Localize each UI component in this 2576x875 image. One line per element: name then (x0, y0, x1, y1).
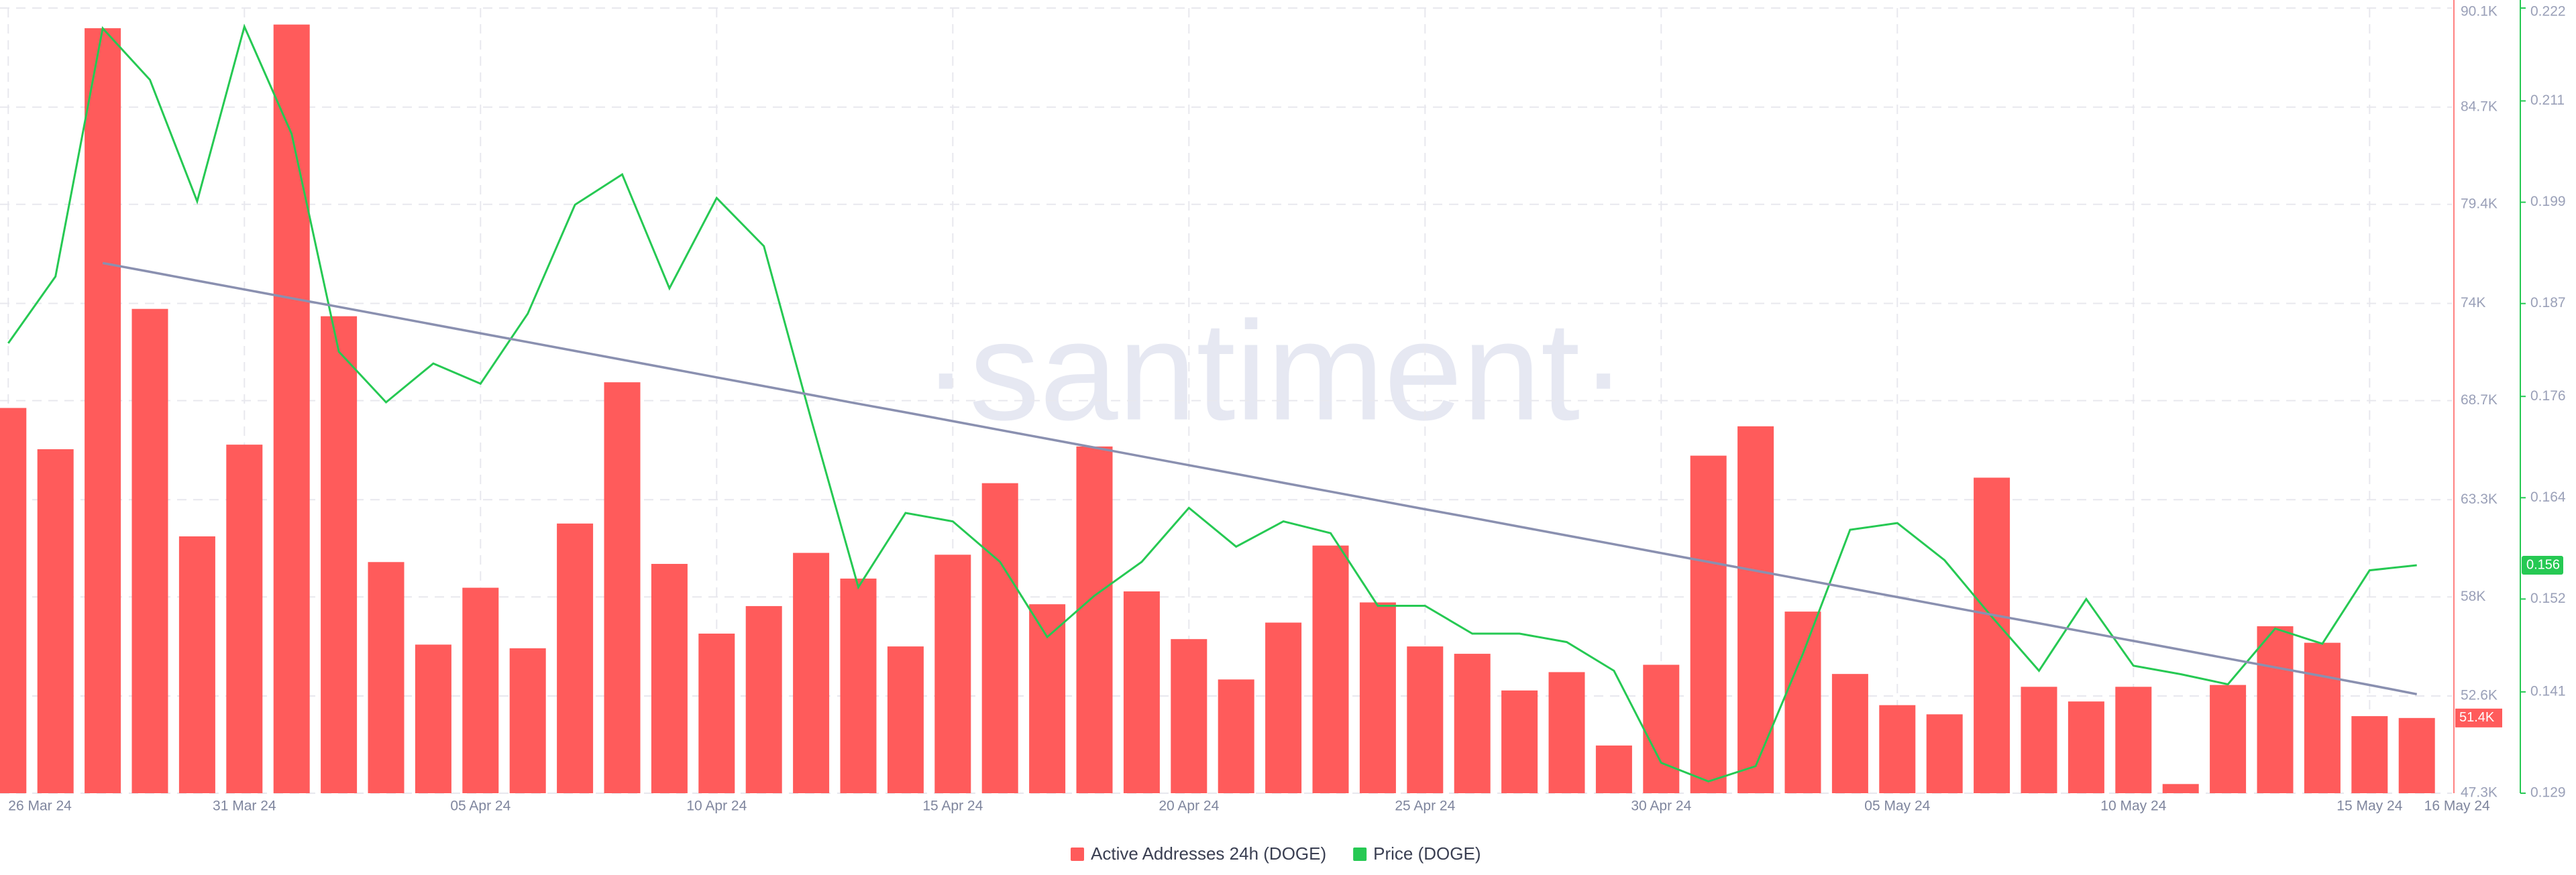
bar (1974, 477, 2010, 793)
value-label: 51.4K (2459, 710, 2495, 725)
bar (1643, 664, 1680, 793)
bar (2351, 716, 2388, 793)
x-tick-label: 05 May 24 (1864, 799, 1930, 814)
bar (651, 564, 688, 793)
bar (321, 316, 358, 793)
x-tick-label: 30 Apr 24 (1631, 799, 1691, 814)
bar (37, 449, 74, 793)
value-label: 0.156 (2526, 557, 2560, 572)
y-tick-label: 52.6K (2461, 688, 2498, 703)
x-tick-label: 20 Apr 24 (1159, 799, 1219, 814)
bar (226, 445, 263, 793)
value-badge (2455, 708, 2502, 727)
x-tick-label: 05 Apr 24 (450, 799, 511, 814)
trend-line (102, 261, 2418, 696)
bar (1359, 602, 1396, 793)
bar (1312, 545, 1349, 793)
bar (1454, 654, 1491, 793)
y-tick-label: 63.3K (2461, 491, 2498, 507)
x-tick-label: 10 Apr 24 (686, 799, 747, 814)
grid (0, 7, 2452, 794)
y-tick-label: 79.4K (2461, 196, 2498, 211)
bar (934, 555, 971, 793)
bar (745, 605, 782, 793)
bar (1501, 690, 1538, 793)
bar (0, 408, 27, 793)
bar (2068, 701, 2104, 793)
bar (1218, 679, 1254, 793)
y2-tick-label: 0.199 (2530, 194, 2566, 209)
bar (557, 523, 594, 793)
x-tick-label: 31 Mar 24 (213, 799, 276, 814)
bar (1407, 646, 1444, 793)
bar (273, 24, 310, 794)
bar (1879, 705, 1916, 793)
bar (887, 646, 924, 793)
bar (2162, 784, 2199, 793)
legend-swatch (1071, 848, 1084, 861)
y2-tick-label: 0.222 (2530, 4, 2566, 19)
x-tick-label: 10 May 24 (2100, 799, 2166, 814)
x-tick-label: 15 May 24 (2337, 799, 2402, 814)
bar (509, 648, 546, 793)
bar (2021, 687, 2057, 793)
bar (2210, 685, 2247, 793)
y2-tick-label: 0.164 (2530, 489, 2566, 505)
bar (840, 578, 877, 793)
bar (1548, 672, 1585, 793)
bar (1737, 426, 1774, 793)
y-tick-label: 58K (2461, 589, 2485, 604)
bar (2257, 626, 2294, 793)
bar (368, 562, 405, 793)
y2-tick-label: 0.152 (2530, 591, 2566, 606)
y2-tick-label: 0.129 (2530, 785, 2566, 801)
x-tick-label: 16 May 24 (2424, 799, 2490, 814)
bar (1784, 611, 1821, 793)
bar (178, 536, 215, 793)
x-tick-label: 26 Mar 24 (8, 799, 72, 814)
y2-tick-label: 0.141 (2530, 683, 2566, 699)
bar (131, 308, 168, 793)
legend-label: Price (DOGE) (1373, 843, 1481, 864)
bar (1171, 639, 1208, 793)
bar (2398, 717, 2435, 793)
x-tick-label: 25 Apr 24 (1395, 799, 1455, 814)
bar (604, 382, 641, 793)
bar (462, 587, 499, 793)
legend-swatch (1353, 848, 1367, 861)
bar (698, 633, 735, 793)
y-tick-label: 47.3K (2461, 785, 2498, 801)
bar (1029, 604, 1066, 793)
bar (1926, 714, 1963, 793)
y2-tick-label: 0.211 (2530, 93, 2565, 108)
y-tick-label: 74K (2461, 295, 2485, 310)
y2-tick-label: 0.187 (2530, 295, 2566, 310)
bar (1123, 591, 1160, 793)
price-line (7, 23, 2417, 782)
bar (1831, 674, 1868, 793)
value-badge (2522, 556, 2563, 575)
y-tick-label: 90.1K (2461, 4, 2498, 19)
bar (1595, 745, 1632, 793)
bar (1076, 446, 1113, 793)
watermark: ·santiment· (922, 292, 1627, 449)
y-tick-label: 68.7K (2461, 392, 2498, 408)
bar (2304, 642, 2341, 793)
y2-tick-label: 0.176 (2530, 388, 2566, 404)
bar (981, 483, 1018, 793)
y-tick-label: 84.7K (2461, 99, 2498, 114)
bar (1690, 455, 1727, 793)
bar (415, 644, 451, 793)
bar (1265, 622, 1302, 793)
legend-label: Active Addresses 24h (DOGE) (1091, 843, 1326, 864)
bar (2115, 687, 2152, 793)
x-tick-label: 15 Apr 24 (922, 799, 983, 814)
bar (85, 28, 121, 793)
bar (793, 552, 830, 793)
